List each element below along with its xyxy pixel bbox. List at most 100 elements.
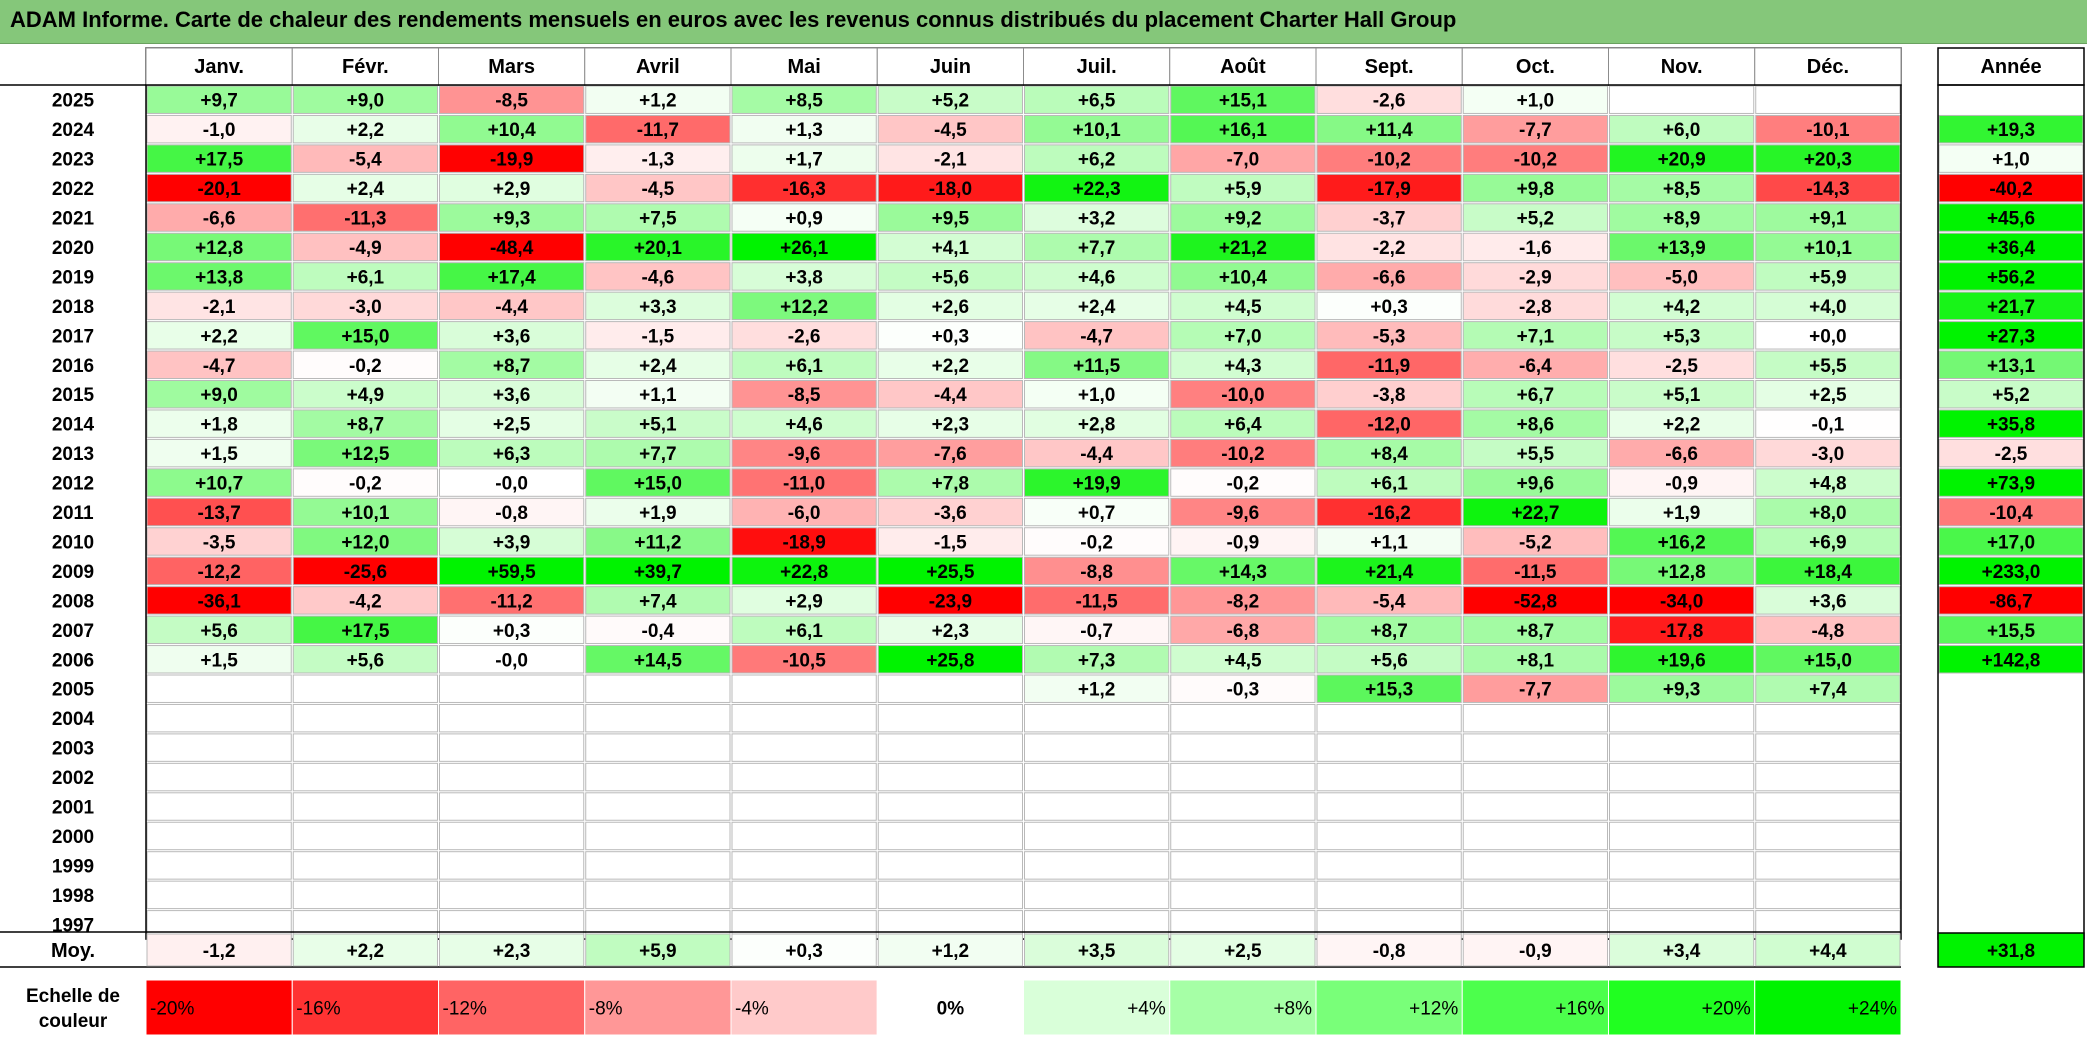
average-cell [439,933,585,967]
cell-value: +2,9 [493,179,531,200]
heatmap-cell [292,615,438,645]
cell-value: +59,5 [488,562,537,583]
heatmap-cell [585,703,731,733]
heatmap-cell [439,497,585,527]
annual-cell [1938,527,2084,556]
heatmap-cell [1316,350,1462,379]
heatmap-cell [292,851,438,880]
cell-value: +2,5 [493,415,531,436]
annual-value: +35,8 [1987,415,2035,436]
heatmap-cell [1462,851,1608,880]
heatmap-cell [1462,409,1608,438]
cell-value: -4,2 [349,591,382,612]
cell-value: +1,9 [639,503,677,524]
heatmap-cell [1609,144,1755,173]
cell-value: -0,9 [1665,474,1698,495]
cell-value: -6,4 [1519,356,1552,377]
heatmap-cell [731,173,877,203]
year-label: 2001 [52,798,95,819]
average-cell [1609,933,1755,967]
scale-swatch [1608,979,1756,1036]
cell-value: +7,3 [1078,650,1116,671]
heatmap-cell [1462,262,1608,291]
heatmap-cell [292,321,438,350]
heatmap-cell [1755,232,1901,262]
heatmap-cell [877,173,1023,203]
cell-value: +15,3 [1365,680,1413,701]
cell-value: -10,1 [1806,120,1850,141]
heatmap-cell [877,703,1023,733]
heatmap-cell [146,409,292,438]
heatmap-cell [731,350,877,379]
cell-value: -17,8 [1660,621,1703,642]
heatmap-cell [1609,497,1755,527]
heatmap-cell [585,203,731,232]
average-cell [877,933,1023,967]
heatmap-cell [1609,291,1755,321]
heatmap-cell [1316,733,1462,762]
heatmap-cell [1462,733,1608,762]
cell-value: +8,4 [1370,444,1408,465]
heatmap-cell [1170,851,1316,880]
heatmap-cell [1755,114,1901,144]
heatmap-cell [1024,409,1170,438]
cell-value: +4,1 [932,238,970,259]
heatmap-cell [731,291,877,321]
cell-value: +2,6 [932,297,970,318]
heatmap-cell [1024,144,1170,173]
heatmap-cell [585,762,731,792]
year-label: 1997 [52,915,94,936]
heatmap-cell [1609,468,1755,497]
heatmap-cell [1755,821,1901,851]
month-header-label: Janv. [194,56,244,78]
year-label: 1999 [52,856,94,877]
heatmap-cell [146,674,292,703]
heatmap-cell [1755,173,1901,203]
cell-value: +4,5 [1224,297,1262,318]
cell-value: -36,1 [197,591,241,612]
cell-value: -3,6 [934,503,967,524]
average-value: +2,3 [493,941,531,962]
heatmap-cell [1755,586,1901,615]
heatmap-cell [1609,615,1755,645]
cell-value: +11,4 [1366,120,1413,141]
heatmap-cell [1462,674,1608,703]
heatmap-cell [877,321,1023,350]
heatmap-cell [1024,173,1170,203]
cell-value: +20,1 [634,238,683,259]
year-label: 2008 [52,591,94,612]
cell-value: +5,5 [1809,356,1847,377]
cell-value: +1,8 [200,415,238,436]
month-header-label: Nov. [1661,56,1703,78]
heatmap-cell [877,438,1023,468]
heatmap-cell [1170,114,1316,144]
heatmap-cell [1462,173,1608,203]
scale-label: +12% [1409,999,1458,1020]
cell-value: +2,2 [200,326,238,347]
heatmap-cell [877,645,1023,674]
heatmap-cell [1755,144,1901,173]
cell-value: -2,5 [1665,356,1698,377]
heatmap-cell [585,851,731,880]
cell-value: +9,6 [1517,474,1555,495]
heatmap-cell [1462,703,1608,733]
heatmap-cell [292,527,438,556]
average-value: +3,4 [1663,941,1701,962]
heatmap-cell [439,262,585,291]
annual-cell [1939,704,2083,732]
cell-value: -19,9 [490,150,533,171]
heatmap-cell [292,203,438,232]
cell-value: +7,4 [1809,680,1847,701]
cell-value: +5,6 [347,650,385,671]
heatmap-cell [1609,350,1755,379]
cell-value: +9,3 [1663,680,1701,701]
cell-value: -9,6 [1227,503,1260,524]
cell-value: -0,9 [1227,532,1260,553]
heatmap-cell [1316,880,1462,910]
heatmap-cell [1609,85,1755,114]
heatmap-cell [439,232,585,262]
annual-cell [1939,851,2083,880]
cell-value: +15,0 [341,326,389,347]
cell-value: -5,3 [1373,326,1406,347]
heatmap-cell [1170,497,1316,527]
